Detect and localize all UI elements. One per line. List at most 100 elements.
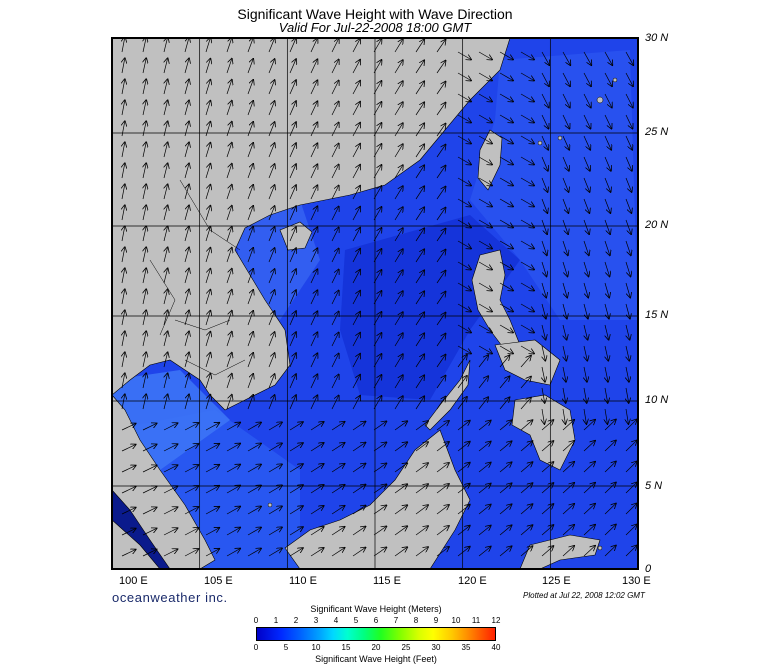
wave-direction-arrow <box>310 164 317 179</box>
wave-direction-arrow <box>205 311 210 326</box>
wave-direction-arrow <box>562 525 574 536</box>
wave-direction-arrow <box>289 311 296 326</box>
wave-direction-arrow <box>310 38 317 53</box>
wave-direction-arrow <box>205 465 219 473</box>
wave-direction-arrow <box>499 324 513 333</box>
wave-direction-arrow <box>310 227 317 242</box>
meters-tick: 2 <box>293 616 299 625</box>
wave-direction-arrow <box>478 505 491 515</box>
oceanweather-brand: oceanweather inc. <box>112 590 228 605</box>
wave-direction-arrow <box>499 261 513 270</box>
wave-direction-arrow <box>268 443 282 452</box>
wave-direction-arrow <box>520 420 532 431</box>
wave-direction-arrow <box>226 80 232 95</box>
wave-direction-arrow <box>164 394 168 410</box>
wave-direction-arrow <box>247 38 253 53</box>
wave-direction-arrow <box>143 247 146 263</box>
wave-direction-arrow <box>520 504 532 515</box>
wave-direction-arrow <box>122 247 125 263</box>
wave-direction-arrow <box>541 72 549 86</box>
wave-direction-arrow <box>121 487 136 494</box>
meters-tick: 5 <box>353 616 359 625</box>
wave-direction-arrow <box>478 442 491 452</box>
wave-direction-arrow <box>247 290 253 305</box>
wave-direction-arrow <box>184 507 198 515</box>
lat-label-0: 0 <box>645 563 652 575</box>
wave-direction-arrow <box>373 526 386 536</box>
wave-direction-arrow <box>163 507 177 515</box>
wave-direction-arrow <box>457 547 470 557</box>
wave-direction-arrow <box>541 156 548 171</box>
wave-direction-arrow <box>142 507 157 515</box>
wave-direction-arrow <box>626 366 629 382</box>
wave-direction-arrow <box>310 395 317 410</box>
wave-direction-arrow <box>143 205 146 221</box>
wave-direction-arrow <box>583 483 595 494</box>
wave-direction-arrow <box>226 486 240 494</box>
wave-direction-arrow <box>310 290 317 305</box>
wave-direction-arrow <box>331 123 339 137</box>
wave-direction-arrow <box>331 249 339 263</box>
wave-direction-arrow <box>268 311 275 326</box>
lat-label-25n: 25 N <box>645 126 669 138</box>
wave-direction-arrow <box>583 93 591 107</box>
wave-direction-arrow <box>247 185 253 200</box>
wave-direction-arrow <box>478 114 492 123</box>
wave-direction-arrow <box>310 122 317 137</box>
wave-direction-arrow <box>205 164 210 179</box>
lon-label-110e: 110 E <box>289 575 317 587</box>
wave-direction-arrow <box>625 420 637 431</box>
wave-direction-arrow <box>457 421 470 431</box>
wave-direction-arrow <box>499 462 512 473</box>
wave-direction-arrow <box>122 38 125 53</box>
wave-direction-arrow <box>331 60 339 74</box>
wave-direction-arrow <box>268 395 275 410</box>
wave-direction-arrow <box>562 261 568 276</box>
wave-direction-arrow <box>122 121 125 137</box>
wave-direction-arrow <box>310 311 317 326</box>
wave-direction-arrow <box>268 227 275 242</box>
wave-direction-arrow <box>625 72 633 86</box>
wave-direction-arrow <box>520 483 532 494</box>
wave-direction-arrow <box>352 422 365 431</box>
wave-direction-arrow <box>352 527 365 536</box>
wave-direction-arrow <box>122 163 125 179</box>
wave-direction-arrow <box>541 219 547 234</box>
wave-direction-arrow <box>562 420 574 431</box>
wave-direction-arrow <box>226 444 240 452</box>
wave-direction-arrow <box>604 51 612 65</box>
wave-direction-arrow <box>226 395 232 410</box>
wave-direction-arrow <box>604 282 609 297</box>
wave-direction-arrow <box>499 135 513 144</box>
wave-direction-arrow <box>604 72 612 86</box>
wave-direction-arrow <box>583 51 591 65</box>
wave-direction-arrow <box>457 442 470 452</box>
wave-direction-arrow <box>142 528 157 536</box>
wave-direction-arrow <box>499 355 510 368</box>
wave-direction-arrow <box>605 408 607 424</box>
wave-direction-arrow <box>164 310 168 326</box>
wave-direction-arrow <box>226 59 232 74</box>
wave-direction-arrow <box>289 485 303 494</box>
wave-direction-arrow <box>584 408 586 424</box>
wave-direction-arrow <box>415 165 424 179</box>
wave-direction-arrow <box>478 355 488 368</box>
wave-direction-arrow <box>499 376 510 389</box>
lon-label-130e: 130 E <box>622 575 651 587</box>
wave-direction-arrow <box>331 81 339 95</box>
wave-direction-arrow <box>205 486 219 494</box>
wave-direction-arrow <box>310 80 317 95</box>
wave-direction-arrow <box>247 444 261 452</box>
wave-direction-arrow <box>583 282 588 297</box>
wave-direction-arrow <box>205 332 210 347</box>
wave-direction-arrow <box>289 143 296 158</box>
wave-direction-arrow <box>289 374 296 389</box>
wave-direction-arrow <box>142 423 157 431</box>
legend-meters-title: Significant Wave Height (Meters) <box>310 604 442 614</box>
wave-direction-arrow <box>226 122 232 137</box>
wave-direction-arrow <box>247 227 253 242</box>
wave-direction-arrow <box>205 423 219 431</box>
wave-direction-arrow <box>289 185 296 200</box>
meters-tick: 1 <box>273 616 279 625</box>
wave-direction-arrow <box>205 549 219 557</box>
